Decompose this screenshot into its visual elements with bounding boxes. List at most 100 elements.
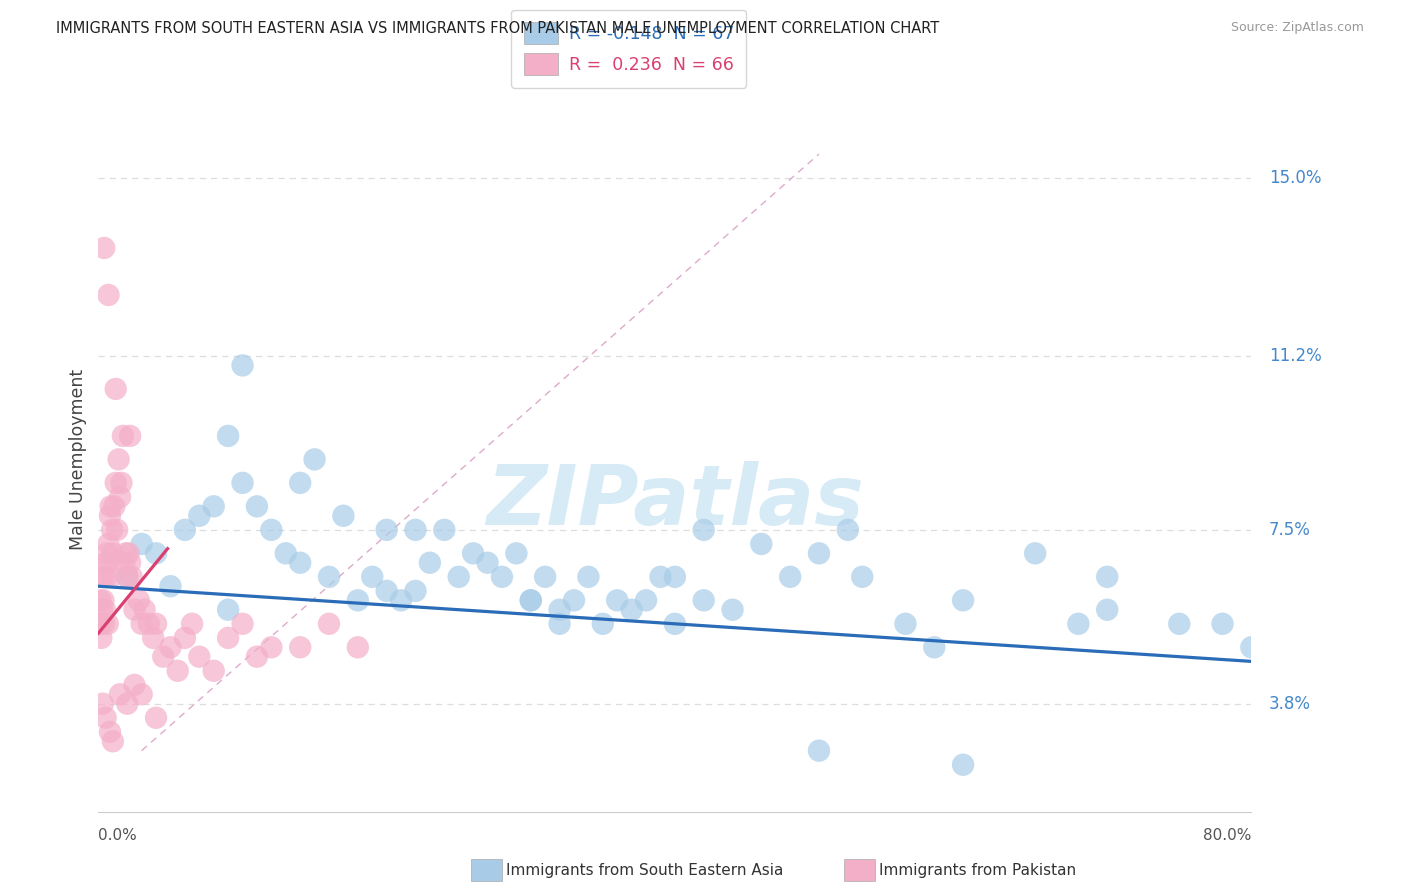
Point bbox=[94, 711, 117, 725]
Point bbox=[851, 570, 873, 584]
Point bbox=[592, 616, 614, 631]
Text: IMMIGRANTS FROM SOUTH EASTERN ASIA VS IMMIGRANTS FROM PAKISTAN MALE UNEMPLOYMENT: IMMIGRANTS FROM SOUTH EASTERN ASIA VS IM… bbox=[56, 21, 939, 36]
Point bbox=[117, 570, 139, 584]
Point bbox=[650, 570, 672, 584]
Point bbox=[114, 546, 136, 560]
Point bbox=[117, 570, 139, 584]
Point bbox=[91, 570, 114, 584]
Point bbox=[138, 616, 160, 631]
Point bbox=[332, 508, 354, 523]
Point bbox=[181, 616, 204, 631]
Point bbox=[548, 616, 571, 631]
Text: Immigrants from Pakistan: Immigrants from Pakistan bbox=[879, 863, 1076, 878]
Point bbox=[105, 523, 128, 537]
Point bbox=[231, 475, 254, 490]
Text: 15.0%: 15.0% bbox=[1268, 169, 1322, 186]
Text: ZIPatlas: ZIPatlas bbox=[486, 461, 863, 542]
Point bbox=[108, 687, 131, 701]
Point bbox=[664, 570, 686, 584]
Text: 11.2%: 11.2% bbox=[1268, 347, 1322, 365]
Point bbox=[779, 570, 801, 584]
Point bbox=[97, 537, 120, 551]
Point bbox=[101, 734, 124, 748]
Point bbox=[447, 570, 470, 584]
Point bbox=[952, 757, 974, 772]
Point bbox=[104, 475, 127, 490]
Point bbox=[808, 744, 831, 758]
Point bbox=[101, 523, 124, 537]
Text: 7.5%: 7.5% bbox=[1268, 521, 1310, 539]
Point bbox=[347, 640, 370, 655]
Point bbox=[98, 508, 121, 523]
Point bbox=[1024, 546, 1046, 560]
Point bbox=[693, 593, 716, 607]
Point bbox=[174, 523, 197, 537]
Y-axis label: Male Unemployment: Male Unemployment bbox=[69, 368, 87, 550]
Point bbox=[231, 616, 254, 631]
Point bbox=[274, 546, 297, 560]
Point bbox=[134, 603, 156, 617]
Point bbox=[98, 724, 121, 739]
Point bbox=[505, 546, 527, 560]
Point bbox=[477, 556, 499, 570]
Point bbox=[174, 631, 197, 645]
Point bbox=[91, 697, 114, 711]
Point bbox=[231, 359, 254, 373]
Point bbox=[128, 593, 150, 607]
Point bbox=[188, 649, 211, 664]
Point bbox=[217, 429, 239, 443]
Point bbox=[110, 475, 132, 490]
Point bbox=[152, 649, 174, 664]
Point bbox=[145, 616, 167, 631]
Point bbox=[924, 640, 946, 655]
Point bbox=[108, 490, 131, 504]
Point bbox=[94, 556, 117, 570]
Point bbox=[246, 649, 269, 664]
Point bbox=[260, 523, 283, 537]
Text: 0.0%: 0.0% bbox=[98, 828, 138, 843]
Point bbox=[260, 640, 283, 655]
Point bbox=[94, 603, 117, 617]
Point bbox=[142, 631, 165, 645]
Point bbox=[217, 603, 239, 617]
Point bbox=[894, 616, 917, 631]
Point bbox=[548, 603, 571, 617]
Point bbox=[520, 593, 543, 607]
Point bbox=[837, 523, 859, 537]
Point bbox=[636, 593, 658, 607]
Point bbox=[1067, 616, 1090, 631]
Text: Source: ZipAtlas.com: Source: ZipAtlas.com bbox=[1230, 21, 1364, 34]
Point bbox=[93, 241, 115, 255]
Point bbox=[145, 546, 167, 560]
Point bbox=[1212, 616, 1234, 631]
Point bbox=[693, 523, 716, 537]
Point bbox=[463, 546, 485, 560]
Point bbox=[188, 508, 211, 523]
Point bbox=[606, 593, 628, 607]
Point bbox=[375, 583, 398, 598]
Text: 3.8%: 3.8% bbox=[1268, 695, 1310, 713]
Point bbox=[93, 616, 115, 631]
Point bbox=[120, 556, 142, 570]
Point bbox=[1240, 640, 1263, 655]
Point bbox=[952, 593, 974, 607]
Point bbox=[534, 570, 557, 584]
Point bbox=[159, 640, 181, 655]
Point bbox=[578, 570, 600, 584]
Point bbox=[98, 556, 121, 570]
Point bbox=[389, 593, 412, 607]
Point bbox=[202, 664, 225, 678]
Point bbox=[1168, 616, 1191, 631]
Point bbox=[145, 711, 167, 725]
Point bbox=[304, 452, 326, 467]
Point bbox=[89, 616, 111, 631]
Point bbox=[246, 500, 269, 514]
Point bbox=[90, 631, 112, 645]
Point bbox=[131, 616, 153, 631]
Point bbox=[97, 288, 120, 302]
Point bbox=[290, 556, 312, 570]
Point bbox=[664, 616, 686, 631]
Point bbox=[433, 523, 456, 537]
Point bbox=[91, 603, 114, 617]
Point bbox=[347, 593, 370, 607]
